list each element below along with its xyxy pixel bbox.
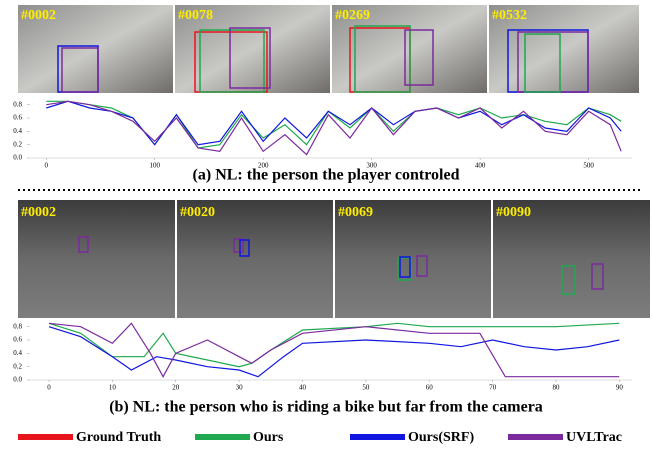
- frame-image: [335, 200, 491, 318]
- box: [199, 29, 265, 93]
- box: [78, 236, 89, 253]
- x-tick-label: 10: [109, 384, 117, 392]
- y-tick-label: 0.4: [13, 127, 22, 135]
- frame-image: [493, 200, 650, 318]
- x-tick-label: 50: [362, 384, 370, 392]
- box: [233, 238, 244, 253]
- box: [524, 33, 561, 93]
- series-line: [48, 326, 620, 378]
- x-tick-label: 30: [236, 384, 244, 392]
- x-tick-label: 500: [583, 162, 594, 170]
- frames-top: [18, 5, 639, 93]
- x-tick-label: 0: [45, 162, 49, 170]
- frame-label: #0002: [21, 8, 56, 23]
- x-tick-label: 300: [366, 162, 377, 170]
- x-tick-label: 90: [616, 384, 624, 392]
- frame-image: [175, 5, 330, 93]
- frame-label: #0532: [492, 8, 527, 23]
- x-tick-label: 100: [149, 162, 160, 170]
- x-tick-label: 400: [475, 162, 486, 170]
- y-tick-label: 0.2: [13, 140, 22, 148]
- frame-label: #0090: [496, 205, 531, 220]
- series-line: [46, 100, 622, 156]
- frame-label: #0269: [335, 8, 370, 23]
- x-tick-label: 70: [489, 384, 497, 392]
- caption: (a) NL: the person the player controled: [193, 167, 460, 184]
- legend-label: Ours: [253, 430, 284, 445]
- box: [354, 25, 411, 93]
- box: [591, 263, 604, 290]
- frame-image: [18, 200, 175, 318]
- legend-swatch: [350, 434, 405, 440]
- x-tick-label: 200: [258, 162, 269, 170]
- y-tick-label: 0.8: [13, 322, 22, 330]
- frame-label: #0078: [178, 8, 213, 23]
- legend-swatch: [18, 434, 73, 440]
- frame-image: [489, 5, 639, 93]
- box: [239, 239, 250, 257]
- frame-image: [18, 5, 173, 93]
- caption: (b) NL: the person who is riding a bike …: [109, 399, 543, 416]
- legend-label: Ours(SRF): [408, 430, 474, 445]
- series-line: [48, 322, 620, 378]
- y-tick-label: 0.8: [13, 100, 22, 108]
- frames-bottom: [18, 200, 650, 318]
- x-tick-label: 60: [426, 384, 434, 392]
- y-tick-label: 0.2: [13, 362, 22, 370]
- frame-label: #0020: [180, 205, 215, 220]
- legend-swatch: [508, 434, 563, 440]
- x-tick-label: 20: [172, 384, 180, 392]
- box: [561, 265, 576, 295]
- x-tick-label: 80: [552, 384, 560, 392]
- y-tick-label: 0.6: [13, 114, 22, 122]
- frame-label: #0069: [338, 205, 373, 220]
- y-tick-label: 0.6: [13, 336, 22, 344]
- legend-label: UVLTrac: [566, 430, 622, 445]
- y-tick-label: 0.0: [13, 376, 22, 384]
- legend-label: Ground Truth: [76, 430, 161, 445]
- frame-label: #0002: [21, 205, 56, 220]
- y-tick-label: 0.4: [13, 349, 22, 357]
- box: [404, 29, 434, 86]
- legend-swatch: [195, 434, 250, 440]
- box: [229, 27, 271, 89]
- box: [399, 256, 411, 278]
- x-tick-label: 0: [47, 384, 51, 392]
- y-tick-label: 0.0: [13, 154, 22, 162]
- frame-image: [177, 200, 333, 318]
- x-tick-label: 40: [299, 384, 307, 392]
- box: [416, 255, 428, 277]
- series-line: [46, 100, 622, 149]
- box: [61, 47, 99, 93]
- box: [397, 257, 412, 281]
- series-line: [46, 100, 622, 146]
